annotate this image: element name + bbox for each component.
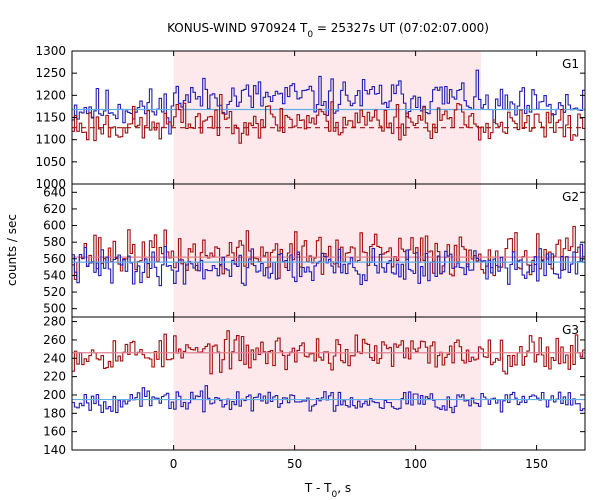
panel-g2: 500 520 540 560 580 600 620 640 G2 (43, 183, 586, 318)
chart-title: KONUS-WIND 970924 T0 = 25327s UT (07:02:… (167, 21, 489, 40)
panel-plot-area (72, 225, 585, 287)
light-curve-g2-0 (72, 225, 585, 281)
x-tick-label: 50 (287, 457, 302, 471)
y-tick-label: 520 (43, 285, 66, 299)
light-curve-g1-1 (72, 93, 585, 144)
y-tick-label: 280 (43, 315, 66, 329)
panel-label: G1 (562, 57, 579, 71)
x-tick-label: 150 (525, 457, 548, 471)
y-tick-label: 200 (43, 388, 66, 402)
panel-plot-area (72, 69, 585, 144)
y-tick-label: 1200 (35, 88, 66, 102)
y-tick-label: 1300 (35, 44, 66, 58)
y-tick-label: 1150 (35, 111, 66, 125)
y-tick-label: 240 (43, 351, 66, 365)
y-tick-label: 1000 (35, 177, 66, 191)
y-tick-label: 620 (43, 202, 66, 216)
y-tick-label: 560 (43, 252, 66, 266)
y-tick-label: 640 (43, 185, 66, 199)
y-tick-label: 1050 (35, 155, 66, 169)
y-tick-label: 500 (43, 302, 66, 316)
y-tick-label: 220 (43, 370, 66, 384)
y-tick-label: 540 (43, 268, 66, 282)
x-axis-title: T - T0, s (304, 481, 351, 500)
x-tick-label: 0 (170, 457, 178, 471)
y-tick-label: 1250 (35, 66, 66, 80)
light-curve-g3-0 (72, 330, 585, 375)
panel-g3: 140 160 180 200 220 240 260 280 G3 (43, 315, 586, 457)
x-tick-label: 100 (404, 457, 427, 471)
panel-plot-area (72, 330, 585, 414)
y-tick-label: 180 (43, 406, 66, 420)
y-tick-label: 1100 (35, 133, 66, 147)
panel-label: G2 (562, 190, 579, 204)
y-axis-title: counts / sec (5, 214, 19, 286)
y-tick-label: 580 (43, 235, 66, 249)
y-tick-label: 160 (43, 425, 66, 439)
panels-layer: 1000105011001150120012501300G15005205405… (35, 44, 586, 471)
y-tick-label: 140 (43, 443, 66, 457)
light-curve-g2-1 (72, 243, 585, 287)
highlight-interval (173, 317, 481, 450)
y-tick-label: 600 (43, 219, 66, 233)
y-tick-label: 260 (43, 333, 66, 347)
panel-label: G3 (562, 323, 579, 337)
panel-g1: 1000 1050 1100 1150 1200 1250 1300 G1 (35, 44, 586, 191)
panel-frame (71, 316, 586, 451)
